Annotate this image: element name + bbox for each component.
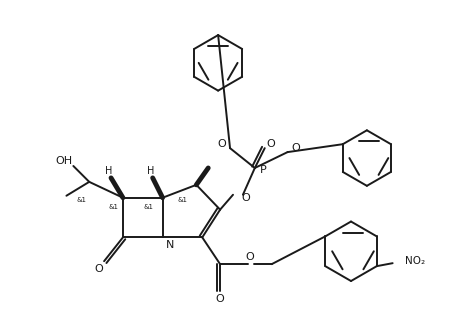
Text: &1: &1 bbox=[144, 204, 154, 210]
Text: H: H bbox=[106, 166, 113, 176]
Text: O: O bbox=[291, 143, 300, 153]
Text: O: O bbox=[266, 139, 275, 149]
Text: O: O bbox=[241, 193, 250, 203]
Text: O: O bbox=[246, 252, 254, 262]
Text: O: O bbox=[95, 264, 104, 274]
Text: &1: &1 bbox=[108, 204, 118, 210]
Text: O: O bbox=[218, 139, 226, 149]
Text: H: H bbox=[147, 166, 155, 176]
Text: NO₂: NO₂ bbox=[404, 256, 425, 266]
Text: OH: OH bbox=[55, 156, 72, 166]
Text: &1: &1 bbox=[177, 197, 187, 203]
Text: &1: &1 bbox=[76, 197, 86, 203]
Text: P: P bbox=[260, 165, 267, 175]
Text: O: O bbox=[216, 294, 225, 304]
Text: N: N bbox=[166, 240, 174, 250]
